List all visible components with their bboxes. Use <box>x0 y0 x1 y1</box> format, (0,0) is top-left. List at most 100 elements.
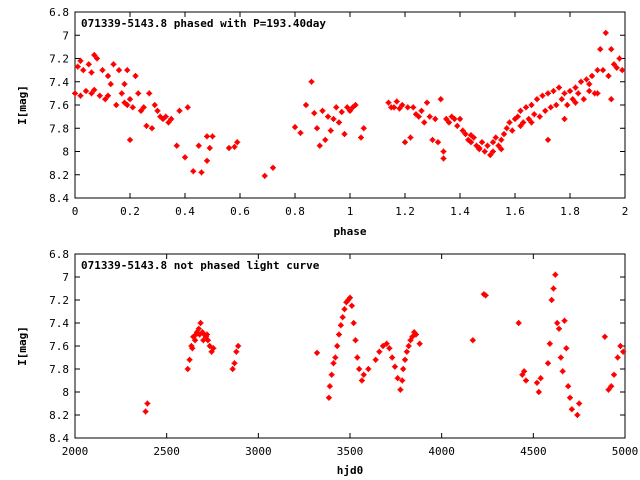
y-tick-label: 7.2 <box>49 53 69 66</box>
data-point <box>350 320 357 326</box>
data-point <box>333 104 340 111</box>
data-point <box>440 155 447 162</box>
data-point <box>539 92 546 99</box>
data-point <box>400 366 407 372</box>
data-point <box>421 119 428 126</box>
data-point <box>459 127 466 134</box>
data-point <box>376 348 383 355</box>
data-point <box>531 111 538 118</box>
data-point <box>297 129 304 136</box>
data-point <box>173 142 180 149</box>
data-point <box>234 139 241 146</box>
data-point <box>195 325 202 332</box>
data-point <box>426 113 433 120</box>
data-point <box>410 104 417 111</box>
data-point <box>105 72 111 79</box>
data-point <box>437 96 444 103</box>
data-point <box>479 139 485 146</box>
plot-title: 071339-5143.8 not phased light curve <box>81 259 320 272</box>
data-point <box>462 131 469 138</box>
data-point <box>608 383 615 390</box>
data-point <box>542 107 549 114</box>
data-point <box>407 337 414 344</box>
data-point <box>572 84 579 91</box>
data-point <box>594 90 601 97</box>
y-tick-label: 7.8 <box>49 122 69 135</box>
data-point <box>182 154 188 161</box>
data-point <box>341 306 348 313</box>
data-point <box>204 133 210 140</box>
data-point <box>358 134 364 141</box>
y-tick-label: 7.6 <box>49 99 69 112</box>
data-point <box>192 337 199 344</box>
data-point <box>339 314 346 321</box>
data-point <box>457 115 463 122</box>
x-tick-label: 0.4 <box>175 205 195 218</box>
data-point <box>206 343 213 349</box>
data-point <box>149 125 155 132</box>
data-point <box>617 343 624 349</box>
data-point <box>561 115 568 122</box>
data-point <box>468 132 474 139</box>
data-point <box>550 285 557 292</box>
data-point <box>600 67 606 74</box>
data-point <box>380 343 386 349</box>
data-point <box>424 99 430 106</box>
data-point <box>354 354 361 361</box>
data-point <box>506 119 513 126</box>
phased-light-curve-panel: 0 0.2 0.4 0.6 0.8 1 1.2 1.4 1.6 1.8 2 6.8 7 7.2 7.4 7.… <box>16 6 628 238</box>
data-point <box>608 46 615 53</box>
data-point <box>107 81 114 88</box>
data-point <box>308 78 315 85</box>
data-point <box>347 294 353 301</box>
x-tick-label: 1.4 <box>450 205 470 218</box>
data-point <box>575 90 582 97</box>
x-tick-label: 1.8 <box>560 205 580 218</box>
x-tick-label: 5000 <box>612 445 639 458</box>
data-point <box>559 368 566 375</box>
data-point <box>91 52 98 59</box>
plot-title: 071339-5143.8 phased with P=193.40day <box>81 17 326 30</box>
data-point <box>330 115 337 122</box>
y-tick-label: 8.4 <box>49 432 69 445</box>
x-tick-label: 3500 <box>337 445 364 458</box>
data-point <box>569 96 576 103</box>
plot-frame <box>74 253 626 439</box>
data-point <box>88 90 95 97</box>
data-points <box>142 271 627 418</box>
x-tick-label: 0.6 <box>230 205 250 218</box>
data-point <box>386 345 393 352</box>
data-point <box>132 72 139 79</box>
data-point <box>135 90 142 97</box>
data-point <box>484 142 491 149</box>
data-point <box>443 115 450 122</box>
data-point <box>404 104 411 111</box>
data-point <box>127 136 133 143</box>
y-tick-label: 6.8 <box>49 6 69 19</box>
data-point <box>503 125 510 132</box>
x-tick-label: 3000 <box>245 445 272 458</box>
data-point <box>572 99 579 106</box>
data-point <box>534 96 540 103</box>
data-point <box>583 76 590 83</box>
x-tick-label: 1.6 <box>505 205 525 218</box>
data-point <box>492 134 499 141</box>
data-point <box>402 356 408 363</box>
data-point <box>574 412 581 418</box>
data-point <box>545 90 551 97</box>
data-point <box>536 113 543 120</box>
y-tick-label: 7 <box>62 29 69 42</box>
data-point <box>611 371 617 378</box>
data-point <box>563 345 570 352</box>
data-point <box>413 331 419 338</box>
data-point <box>586 81 593 88</box>
data-point <box>348 302 355 309</box>
x-tick-label: 0 <box>72 205 79 218</box>
x-axis-label: hjd0 <box>337 464 364 477</box>
data-point <box>476 146 483 153</box>
data-point <box>85 61 92 68</box>
data-point <box>605 72 612 79</box>
x-tick-label: 1.2 <box>395 205 415 218</box>
data-point <box>83 88 89 95</box>
data-point <box>403 348 410 355</box>
